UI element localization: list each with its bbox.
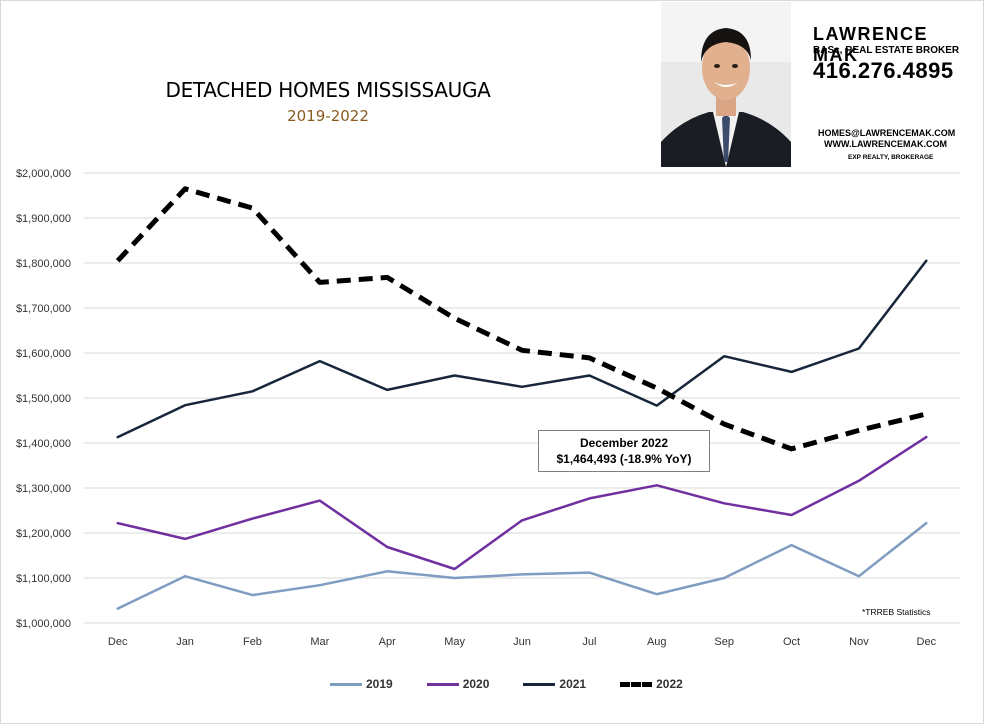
gridlines <box>84 172 960 624</box>
y-tick-label: $1,100,000 <box>16 573 71 585</box>
agent-role: BASc, REAL ESTATE BROKER <box>813 45 960 56</box>
x-tick-label: May <box>444 636 465 648</box>
callout-title: December 2022 <box>579 436 669 450</box>
x-tick-label: Dec <box>917 636 937 648</box>
series-line-2020 <box>116 435 928 571</box>
y-tick-label: $1,500,000 <box>16 393 71 405</box>
y-axis-ticks: $1,000,000 $1,100,000 $1,200,000 $1,300,000… <box>16 168 71 630</box>
agent-phone: 416.276.4895 <box>813 58 954 83</box>
agent-card: LAWRENCE MAK BASc, REAL ESTATE BROKER 41… <box>661 2 973 168</box>
legend-item-2022: 2022 <box>620 677 683 691</box>
series-lines <box>115 186 928 610</box>
y-tick-label: $1,300,000 <box>16 483 71 495</box>
series-line-2019 <box>116 521 928 610</box>
legend-swatch <box>620 681 653 687</box>
y-tick-label: $1,600,000 <box>16 348 71 360</box>
chart-title: DETACHED HOMES MISSISSAUGA <box>165 78 491 102</box>
y-tick-label: $1,700,000 <box>16 303 71 315</box>
x-tick-label: Aug <box>647 636 667 648</box>
x-tick-label: Mar <box>310 636 329 648</box>
y-tick-label: $2,000,000 <box>16 168 71 180</box>
legend-label: 2020 <box>462 677 490 691</box>
legend-swatch <box>330 682 362 686</box>
legend-label: 2022 <box>656 677 683 691</box>
agent-brokerage: EXP REALTY, BROKERAGE <box>848 154 934 161</box>
chart-subtitle: 2019-2022 <box>287 107 369 125</box>
legend-item-2020: 2020 <box>426 677 490 691</box>
x-tick-label: Jan <box>176 636 194 648</box>
legend-item-2019: 2019 <box>330 677 393 691</box>
series-line-2021 <box>116 259 928 439</box>
legend: 2019 2020 2021 2022 <box>330 676 717 692</box>
x-tick-label: Oct <box>783 636 800 648</box>
x-tick-label: Feb <box>243 636 262 648</box>
series-line-2022 <box>115 186 927 452</box>
y-tick-label: $1,400,000 <box>16 438 71 450</box>
agent-name: LAWRENCE MAK <box>813 24 928 65</box>
callout-value: $1,464,493 (-18.9% YoY) <box>556 452 692 466</box>
x-tick-label: Sep <box>714 636 734 648</box>
agent-photo <box>661 2 791 167</box>
legend-swatch <box>426 682 459 686</box>
x-tick-label: Nov <box>849 636 869 648</box>
x-tick-label: Jun <box>513 636 531 648</box>
y-tick-label: $1,000,000 <box>16 618 71 630</box>
x-tick-label: Jul <box>582 636 596 648</box>
x-axis-ticks: Dec Jan Feb Mar Apr May Jun Jul Aug Sep Oct Nov Dec <box>108 636 937 648</box>
legend-label: 2019 <box>366 677 393 691</box>
legend-item-2021: 2021 <box>523 677 586 691</box>
agent-email: HOMES@LAWRENCEMAK.COM <box>818 128 956 138</box>
legend-label: 2021 <box>559 677 587 691</box>
y-tick-label: $1,200,000 <box>16 528 71 540</box>
x-tick-label: Dec <box>108 636 128 648</box>
y-tick-label: $1,900,000 <box>16 213 71 225</box>
agent-website: WWW.LAWRENCEMAK.COM <box>824 139 947 149</box>
source-note: *TRREB Statistics <box>862 607 931 617</box>
legend-swatch <box>523 682 556 686</box>
y-tick-label: $1,800,000 <box>16 258 71 270</box>
x-tick-label: Apr <box>379 636 396 648</box>
december-2022-callout: December 2022 $1,464,493 (-18.9% YoY) <box>538 430 710 472</box>
